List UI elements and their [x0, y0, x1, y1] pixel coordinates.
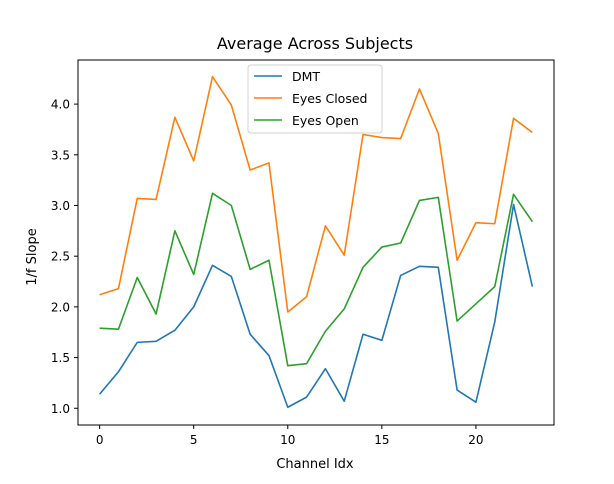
x-tick-label: 15 — [374, 433, 389, 447]
legend-box — [247, 64, 383, 134]
x-tick-label: 0 — [96, 433, 104, 447]
x-axis-label: Channel Idx — [276, 457, 354, 472]
series-line-eyes-closed — [99, 75, 533, 313]
y-axis-label: 1/f Slope — [25, 228, 40, 285]
x-tick-label: 10 — [280, 433, 295, 447]
y-tick-label: 1.5 — [51, 351, 70, 365]
series-layer — [99, 75, 534, 409]
x-tick-label: 20 — [468, 433, 483, 447]
y-tick-label: 1.0 — [51, 402, 70, 416]
x-tick-label: 5 — [190, 433, 198, 447]
legend-label: Eyes Open — [292, 113, 359, 128]
y-tick-label: 2.0 — [51, 300, 70, 314]
legend-label: Eyes Closed — [292, 91, 367, 106]
plot-frame — [77, 59, 555, 426]
legend-label: DMT — [292, 69, 320, 84]
y-tick-label: 3.0 — [51, 199, 70, 213]
series-line-eyes-open — [99, 192, 534, 367]
y-axis-ticks: 1.0 1.5 2.0 2.5 3.0 3.5 4.0 — [51, 98, 78, 416]
y-tick-label: 3.5 — [51, 148, 70, 162]
y-tick-label: 2.5 — [51, 250, 70, 264]
x-axis-ticks: 0 5 10 15 20 — [96, 425, 484, 447]
y-tick-label: 4.0 — [51, 98, 70, 112]
legend: DMT Eyes Closed Eyes Open — [247, 64, 383, 134]
chart-title: Average Across Subjects — [217, 34, 413, 53]
series-line-dmt — [99, 203, 534, 409]
